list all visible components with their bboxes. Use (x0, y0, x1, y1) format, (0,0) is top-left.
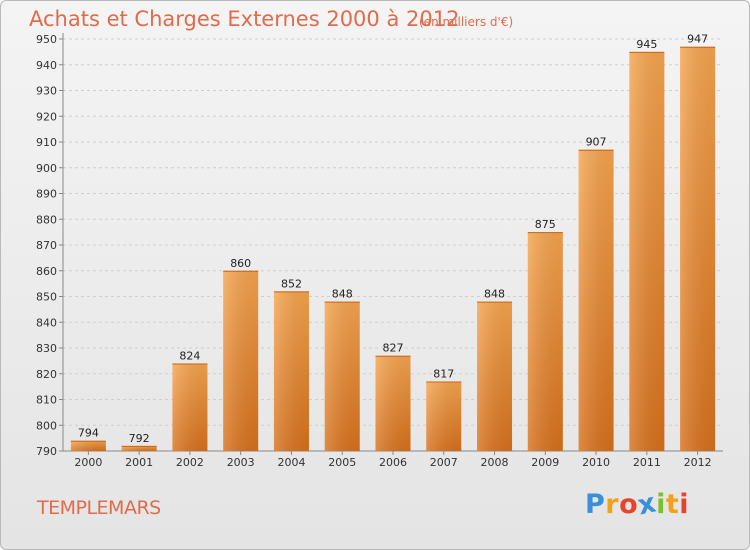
x-tick-label: 2012 (684, 456, 712, 469)
y-tick-label: 850 (36, 291, 57, 304)
logo-letter: r (605, 489, 620, 520)
x-tick-label: 2007 (430, 456, 458, 469)
y-tick-label: 790 (36, 445, 57, 458)
x-tick-label: 2005 (328, 456, 356, 469)
logo-letter: o (619, 489, 639, 520)
bar-highlight (477, 301, 513, 451)
value-label: 792 (129, 432, 150, 445)
value-label: 860 (230, 257, 251, 270)
value-label: 875 (535, 218, 556, 231)
x-tick-label: 2001 (125, 456, 153, 469)
y-tick-label: 910 (36, 136, 57, 149)
bar-highlight (375, 355, 411, 451)
bar-highlight (70, 440, 106, 451)
bar-highlight (629, 51, 665, 451)
logo-letter: t (665, 489, 680, 520)
value-label: 907 (586, 136, 607, 149)
y-tick-label: 930 (36, 85, 57, 98)
x-tick-label: 2004 (277, 456, 305, 469)
bar-highlight (121, 445, 157, 451)
chart-subtitle: (en milliers d'€) (419, 15, 514, 29)
value-label: 824 (179, 349, 200, 362)
y-tick-label: 870 (36, 239, 57, 252)
bar-highlight (324, 301, 360, 451)
value-label: 817 (433, 367, 454, 380)
x-tick-label: 2010 (582, 456, 610, 469)
y-tick-label: 900 (36, 162, 57, 175)
value-label: 945 (636, 38, 657, 51)
axes: 790 800 810 820 830 840 850 860 870 880 890 900 910 9… (36, 33, 723, 469)
x-tick-label: 2003 (227, 456, 255, 469)
y-tick-label: 890 (36, 188, 57, 201)
value-label: 848 (484, 288, 505, 301)
value-label: 852 (281, 277, 302, 290)
chart-title: Achats et Charges Externes 2000 à 2012 (29, 7, 460, 31)
x-tick-label: 2011 (633, 456, 661, 469)
bar-highlight (172, 363, 208, 451)
bar-highlight (527, 232, 563, 451)
y-tick-label: 800 (36, 419, 57, 432)
proxiti-logo[interactable]: Proxiti (585, 487, 690, 521)
bar-highlight (680, 46, 716, 451)
y-tick-label: 920 (36, 110, 57, 123)
labels: 794 792 824 860 852 848 827 817 848 875 907 945 947 (78, 33, 708, 445)
bar-highlight (223, 270, 259, 451)
bars (70, 46, 716, 451)
logo-letter: i (656, 489, 666, 520)
x-tick-label: 2006 (379, 456, 407, 469)
y-tick-label: 950 (36, 33, 57, 46)
y-tick-label: 940 (36, 59, 57, 72)
x-tick-label: 2008 (481, 456, 509, 469)
bar-highlight (273, 291, 309, 451)
y-tick-label: 820 (36, 368, 57, 381)
y-tick-label: 830 (36, 342, 57, 355)
y-tick-label: 810 (36, 394, 57, 407)
logo-letter: i (679, 489, 690, 520)
y-tick-label: 840 (36, 316, 57, 329)
bar-highlight (426, 381, 462, 451)
value-label: 827 (383, 342, 404, 355)
value-label: 794 (78, 427, 99, 440)
x-tick-label: 2000 (74, 456, 102, 469)
location-label: TEMPLEMARS (37, 497, 161, 519)
logo-letter: P (585, 489, 606, 520)
y-tick-label: 860 (36, 265, 57, 278)
value-label: 947 (687, 33, 708, 46)
bar-highlight (578, 149, 614, 451)
x-tick-label: 2009 (531, 456, 559, 469)
y-tick-label: 880 (36, 213, 57, 226)
value-label: 848 (332, 288, 353, 301)
x-tick-label: 2002 (176, 456, 204, 469)
